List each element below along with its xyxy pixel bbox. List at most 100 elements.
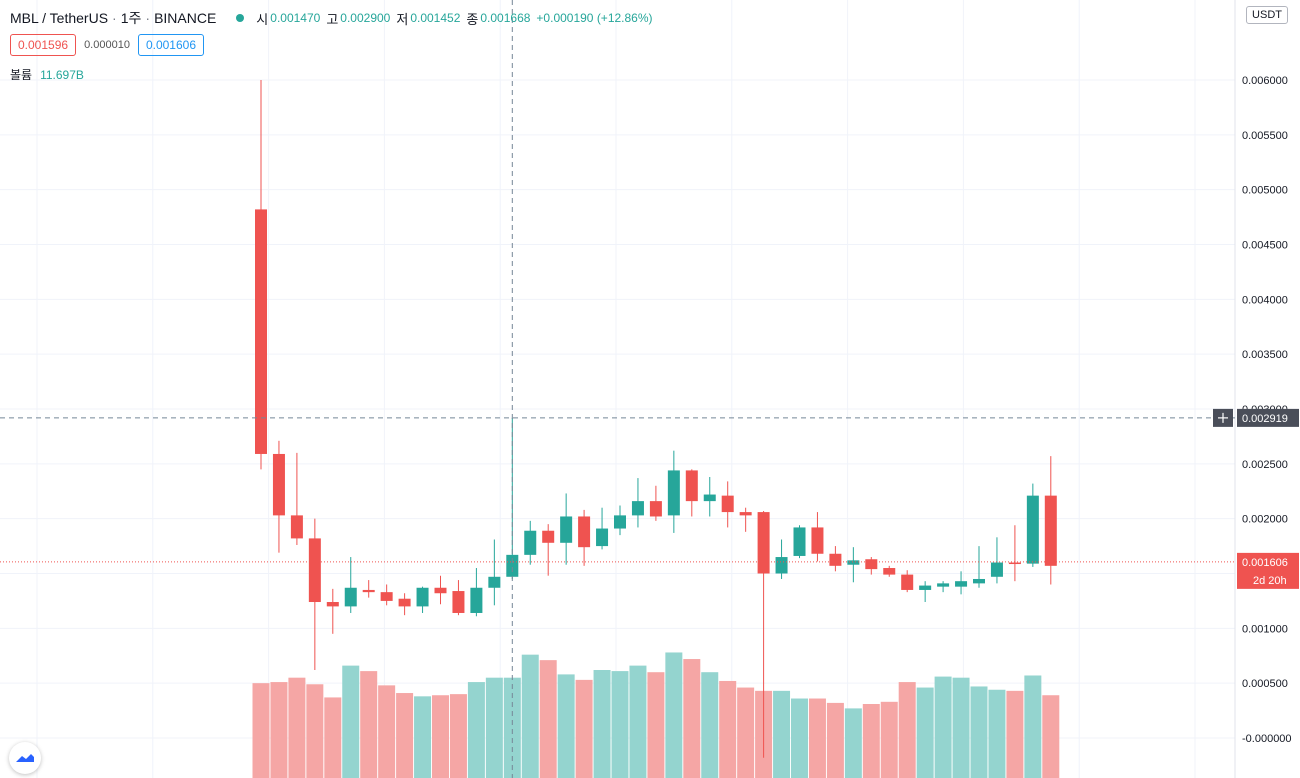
candle-body xyxy=(398,598,411,607)
price-tick-label: 0.000500 xyxy=(1242,678,1288,690)
market-status-icon[interactable] xyxy=(236,14,245,22)
candle-body xyxy=(703,494,716,502)
high-label: 고 xyxy=(326,11,339,27)
volume-bar xyxy=(826,702,844,778)
candle-body xyxy=(1008,562,1021,565)
volume-bar xyxy=(1042,695,1060,778)
volume-bar xyxy=(557,674,575,778)
candle-body xyxy=(380,592,393,601)
volume-bar xyxy=(773,690,791,778)
volume-value: 11.697B xyxy=(40,67,84,82)
volume-bar xyxy=(360,671,378,778)
volume-bar xyxy=(737,687,755,778)
volume-bar xyxy=(467,682,485,778)
candle-body xyxy=(865,559,878,570)
volume-label[interactable]: 볼륨 xyxy=(10,68,33,82)
price-axis: 0.006000 0.005500 0.005000 0.004500 0.004000… xyxy=(1213,75,1299,745)
crosshair-price-tag xyxy=(1237,408,1299,427)
countdown-text: 2d 20h xyxy=(1253,575,1287,587)
volume-bar xyxy=(916,687,934,778)
low-label: 저 xyxy=(396,11,409,27)
volume-bar xyxy=(880,701,898,778)
candles xyxy=(255,80,1057,758)
crosshair-price-text: 0.002919 xyxy=(1242,413,1288,425)
volume-bar xyxy=(1006,690,1024,778)
tradingview-logo-icon[interactable] xyxy=(9,742,41,774)
candle-body xyxy=(1044,495,1057,566)
candle-body xyxy=(883,568,896,575)
price-tick-label: 0.002000 xyxy=(1242,514,1288,526)
price-tick-label: 0.005000 xyxy=(1242,185,1288,197)
candle-body xyxy=(631,501,644,516)
candle-body xyxy=(326,602,339,607)
high-value: 0.002900 xyxy=(340,11,391,25)
candle-body xyxy=(829,553,842,566)
volume-bar xyxy=(988,689,1006,778)
volume-bar xyxy=(808,698,826,778)
ask-price-box[interactable]: 0.001606 xyxy=(137,34,205,56)
candle-body xyxy=(596,528,609,547)
volume-bar xyxy=(396,693,414,778)
volume-bar xyxy=(521,654,539,778)
volume-bar xyxy=(934,676,952,778)
candle-body xyxy=(775,557,788,574)
volume-bars xyxy=(252,652,1060,778)
price-tick-label: 0.001000 xyxy=(1242,623,1288,635)
candle-body xyxy=(488,576,501,588)
close-label: 종 xyxy=(466,11,479,27)
volume-bar xyxy=(449,694,467,778)
candle-body xyxy=(506,554,519,577)
change-value: +0.000190 (+12.86%) xyxy=(536,11,653,25)
volume-bar xyxy=(432,695,449,778)
volume-bar xyxy=(288,677,306,778)
volume-bar xyxy=(539,660,557,778)
candle-body xyxy=(416,587,429,607)
volume-bar xyxy=(647,672,665,778)
quote-row: 0.001596 0.000010 0.001606 xyxy=(10,34,205,56)
candle-body xyxy=(793,527,806,556)
volume-bar xyxy=(701,672,719,778)
volume-bar xyxy=(665,652,683,778)
volume-bar xyxy=(270,682,288,778)
candle-body xyxy=(362,589,375,593)
volume-bar xyxy=(970,686,988,778)
candle-body xyxy=(344,587,357,607)
candle-body xyxy=(290,515,303,539)
candle-body xyxy=(667,470,680,516)
volume-bar xyxy=(898,682,916,778)
spread-value: 0.000010 xyxy=(84,39,130,51)
volume-bar xyxy=(414,696,432,778)
exchange-label: BINANCE xyxy=(154,10,217,26)
volume-bar xyxy=(575,679,593,778)
candle-body xyxy=(542,530,555,543)
price-tick-label: 0.004000 xyxy=(1242,294,1288,306)
volume-bar xyxy=(593,670,611,778)
open-value: 0.001470 xyxy=(270,11,321,25)
candle-body xyxy=(847,560,860,565)
symbol-name[interactable]: MBL / TetherUS xyxy=(10,10,109,26)
price-tick-label: 0.006000 xyxy=(1242,75,1288,87)
volume-bar xyxy=(252,683,270,778)
bid-price-box[interactable]: 0.001596 xyxy=(10,34,77,56)
candle-body xyxy=(272,453,285,516)
price-tick-label: -0.000000 xyxy=(1242,733,1292,745)
candle-body xyxy=(560,516,573,543)
candle-body xyxy=(901,574,914,590)
volume-bar xyxy=(629,665,647,778)
legend-separator: · xyxy=(112,10,117,26)
grid-lines xyxy=(0,0,1236,778)
open-label: 시 xyxy=(256,11,269,27)
interval-label[interactable]: 1주 xyxy=(120,10,142,26)
candle-body xyxy=(308,538,321,603)
candle-body xyxy=(649,501,662,517)
volume-bar xyxy=(862,704,880,778)
currency-button[interactable]: USDT xyxy=(1246,6,1288,24)
volume-bar xyxy=(719,680,737,778)
low-value: 0.001452 xyxy=(410,11,461,25)
candle-body xyxy=(685,470,698,502)
candle-body xyxy=(990,562,1003,577)
candle-body xyxy=(919,585,932,590)
candle-body xyxy=(1026,495,1039,564)
